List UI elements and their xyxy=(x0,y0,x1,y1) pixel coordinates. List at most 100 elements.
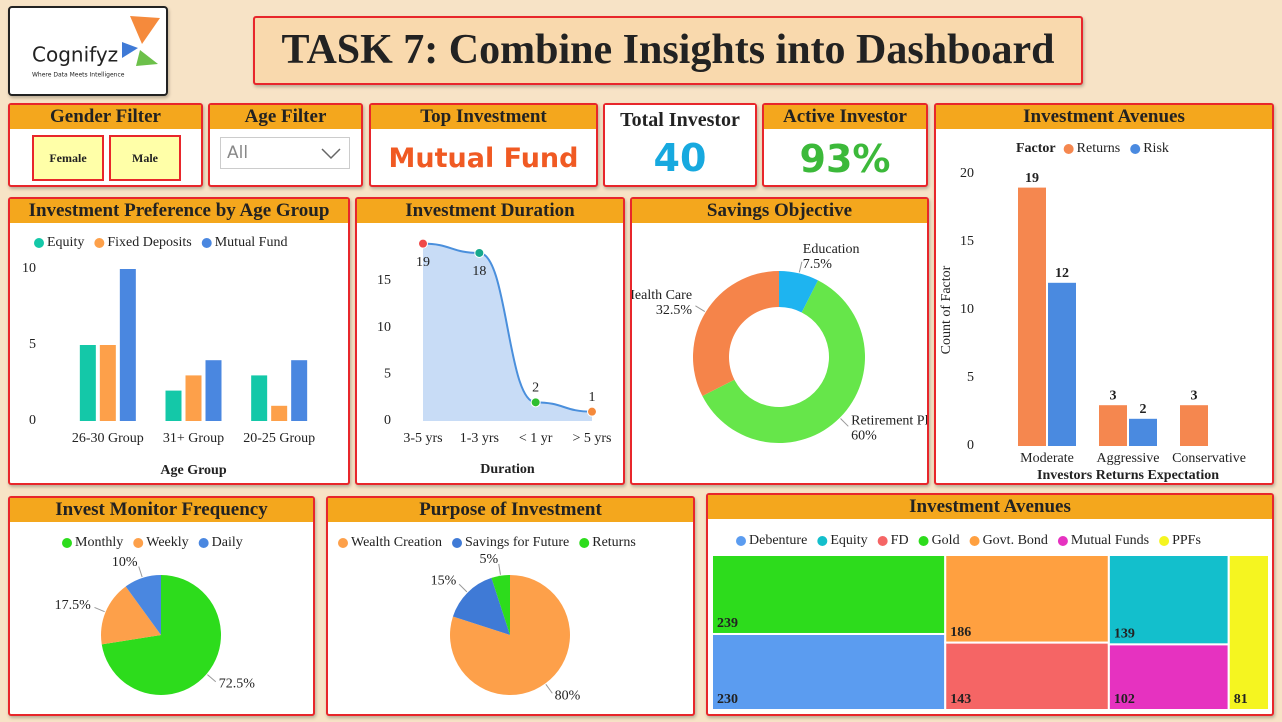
x-tick-label: Conservative xyxy=(1172,451,1246,466)
legend-label: Debenture xyxy=(749,533,807,548)
legend-label: Monthly xyxy=(75,535,123,550)
chart: 0 5 10 26-30 Group 31+ Group 20-25 Group Equit… xyxy=(22,235,315,478)
bar xyxy=(1180,405,1208,446)
tile xyxy=(711,632,947,711)
x-tick-label: 20-25 Group xyxy=(243,431,315,446)
panel-title: Total Investor xyxy=(605,105,755,135)
gender-filter: Gender Filter Female Male xyxy=(8,103,203,187)
legend-swatch xyxy=(918,536,929,546)
dropdown-value: All xyxy=(227,143,249,163)
bar xyxy=(205,360,222,421)
tile-label: 186 xyxy=(950,625,971,640)
dropdown[interactable]: All xyxy=(220,137,350,169)
panel-title: Investment Avenues xyxy=(936,105,1272,129)
filter-button[interactable]: Female xyxy=(32,135,104,181)
bar xyxy=(1048,282,1076,446)
panel-title: Investment Avenues xyxy=(708,495,1272,519)
legend-label: Daily xyxy=(212,535,243,550)
slice-label: Education xyxy=(803,242,860,257)
legend-label: PPFs xyxy=(1172,533,1201,548)
legend-swatch xyxy=(201,238,212,248)
line xyxy=(422,242,592,413)
marker xyxy=(474,247,485,258)
legend-swatch xyxy=(62,538,72,548)
legend-label: Equity xyxy=(830,533,867,548)
leader-line xyxy=(138,566,143,578)
y-tick-label: 0 xyxy=(967,438,974,453)
chart: 72.5% 17.5% 10% Monthly Weekly Daily xyxy=(55,535,255,695)
chart: 0 5 10 15 19 3-5 yrs 18 1-3 yrs 2 < 1 yr 1 > 5 yrs D… xyxy=(377,238,611,477)
slice xyxy=(693,271,779,397)
logo-graphic: Cognifyz Where Data Meets Intelligence xyxy=(32,16,160,79)
legend-label: Equity xyxy=(47,235,84,250)
bar xyxy=(1018,187,1046,446)
legend-swatch xyxy=(969,536,980,546)
leader-line xyxy=(498,563,501,575)
kpi-value: Mutual Fund xyxy=(388,143,579,174)
legend-label: Savings for Future xyxy=(465,535,569,550)
bar xyxy=(271,405,288,421)
x-tick-label: < 1 yr xyxy=(519,431,553,446)
y-tick-label: 5 xyxy=(967,370,974,385)
slice-value: 60% xyxy=(851,428,877,443)
legend-swatch xyxy=(1130,144,1141,154)
y-tick-label: 5 xyxy=(384,367,391,382)
legend-label: Mutual Funds xyxy=(1071,533,1149,548)
legend-label: Weekly xyxy=(146,535,188,550)
filter-button[interactable]: Male xyxy=(109,135,181,181)
y-axis-label: Count of Factor xyxy=(939,265,954,354)
y-tick-label: 5 xyxy=(29,337,36,352)
panel-title: Invest Monitor Frequency xyxy=(10,498,313,522)
data-label: 12 xyxy=(1055,266,1069,281)
kpi-card: Active Investor 93% xyxy=(762,103,928,187)
chevron xyxy=(321,148,341,160)
tile xyxy=(711,554,947,635)
kpi-value: 40 xyxy=(653,136,707,180)
y-tick-label: 0 xyxy=(384,413,391,428)
chart-panel: Purpose of Investment 80% 15% 5% Wealth Cre… xyxy=(326,496,695,716)
leader-line xyxy=(695,305,706,312)
legend-title: Factor xyxy=(1016,141,1056,156)
legend-swatch xyxy=(338,538,348,548)
legend-swatch xyxy=(1057,536,1068,546)
bar xyxy=(251,375,268,421)
leader-line xyxy=(207,674,217,683)
chart-panel: Invest Monitor Frequency 72.5% 17.5% 10% Mo… xyxy=(8,496,315,716)
x-tick-label: 26-30 Group xyxy=(72,431,144,446)
slice xyxy=(101,575,221,695)
bar xyxy=(165,390,182,421)
tile-label: 230 xyxy=(717,692,738,707)
logo-tagline: Where Data Meets Intelligence xyxy=(32,72,125,79)
chart: 80% 15% 5% Wealth Creation Savings for Futur… xyxy=(338,535,636,704)
x-axis-label: Investors Returns Expectation xyxy=(1037,468,1219,483)
data-label: 3 xyxy=(1110,388,1117,403)
y-tick-label: 15 xyxy=(377,273,391,288)
legend-swatch xyxy=(198,538,209,548)
x-axis-label: Duration xyxy=(480,462,535,477)
legend-swatch xyxy=(736,536,746,546)
title-box: TASK 7: Combine Insights into Dashboard xyxy=(253,16,1083,85)
data-label: 2 xyxy=(532,381,539,396)
kpi-card: Total Investor 40 xyxy=(603,103,757,187)
panel-title: Gender Filter xyxy=(10,105,201,129)
legend-swatch xyxy=(452,538,463,548)
chart-panel: Investment Preference by Age Group 0 5 10 2… xyxy=(8,197,350,485)
panel-title: Purpose of Investment xyxy=(328,498,693,522)
x-tick-label: 1-3 yrs xyxy=(460,431,499,446)
slice-value: 15% xyxy=(431,573,457,588)
bar xyxy=(291,360,308,421)
leader-line xyxy=(94,606,105,613)
legend-label: Returns xyxy=(592,535,636,550)
data-label: 19 xyxy=(1025,171,1039,186)
marker xyxy=(586,406,597,417)
slice-label: Retirement Plan xyxy=(851,413,927,428)
x-axis-label: Age Group xyxy=(160,463,226,478)
bar xyxy=(1129,418,1157,446)
bar xyxy=(185,375,202,421)
marker xyxy=(418,238,428,249)
tile-label: 102 xyxy=(1114,692,1135,707)
tile xyxy=(1227,554,1271,711)
bar xyxy=(1099,405,1127,446)
